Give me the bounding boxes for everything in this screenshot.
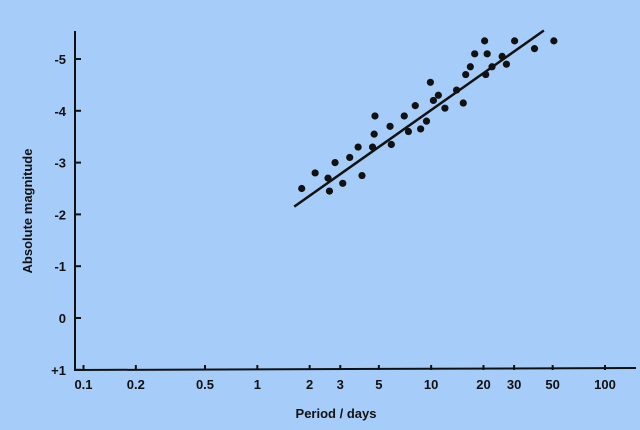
data-point: [311, 169, 319, 177]
x-tick-label: 100: [594, 377, 616, 392]
data-point: [452, 86, 461, 94]
y-tick-label: 0: [59, 311, 66, 326]
data-point: [466, 63, 474, 71]
data-point: [498, 52, 506, 61]
data-point: [471, 50, 479, 58]
y-tick-group: -5 -4 -3 -2 -1 0 +1: [51, 52, 81, 378]
data-point: [354, 143, 362, 151]
data-point: [368, 143, 377, 151]
data-point: [429, 96, 437, 105]
data-point: [386, 122, 394, 130]
data-point: [459, 99, 467, 107]
data-point: [346, 153, 354, 162]
data-point: [400, 112, 408, 120]
y-tick-label: +1: [51, 363, 66, 378]
x-tick-label: 0.5: [196, 377, 214, 392]
data-point: [482, 70, 490, 79]
data-point: [483, 50, 491, 58]
data-point: [417, 125, 425, 133]
data-point: [488, 63, 496, 71]
data-point: [530, 45, 539, 53]
y-tick-label: -5: [54, 52, 66, 67]
x-tick-label: 10: [424, 377, 438, 392]
data-point: [502, 60, 511, 68]
data-point: [324, 174, 332, 182]
data-point: [339, 179, 347, 187]
y-tick-label: -1: [54, 259, 66, 274]
x-tick-label: 5: [375, 377, 382, 392]
x-tick-label: 1: [254, 377, 261, 392]
x-tick-label: 20: [476, 377, 490, 392]
data-point: [434, 91, 442, 99]
data-point: [404, 127, 413, 136]
data-point: [411, 102, 419, 110]
data-point: [441, 104, 449, 112]
x-axis: [74, 367, 637, 371]
fit-line: [293, 29, 545, 208]
y-tick-label: -3: [54, 156, 66, 171]
data-point: [298, 184, 306, 193]
data-point: [325, 187, 334, 195]
data-point: [426, 78, 435, 86]
y-tick-label: -4: [54, 104, 66, 119]
x-axis-line: [74, 367, 637, 371]
y-axis-title: Absolute magnitude: [20, 149, 35, 274]
x-tick-label: 0.1: [74, 377, 92, 392]
x-tick-label: 30: [507, 377, 521, 392]
x-tick-group: 0.1 0.2 0.5 1 2 3 5 10 20 30 50 100: [74, 365, 616, 392]
data-point: [358, 171, 366, 180]
x-tick-label: 2: [306, 377, 313, 392]
data-point: [387, 140, 395, 149]
data-point: [370, 130, 378, 138]
x-tick-label: 3: [337, 377, 344, 392]
data-point: [481, 37, 489, 45]
data-point: [331, 159, 339, 167]
data-point: [462, 70, 470, 79]
data-points: [298, 37, 558, 195]
data-point: [550, 37, 558, 45]
x-tick-label: 0.2: [127, 377, 145, 392]
data-point: [371, 112, 379, 120]
fit-line-group: [293, 29, 545, 208]
x-tick-label: 50: [545, 377, 559, 392]
data-point: [422, 117, 431, 125]
x-axis-title: Period / days: [296, 406, 377, 421]
y-tick-label: -2: [54, 207, 66, 222]
data-point: [511, 37, 519, 45]
